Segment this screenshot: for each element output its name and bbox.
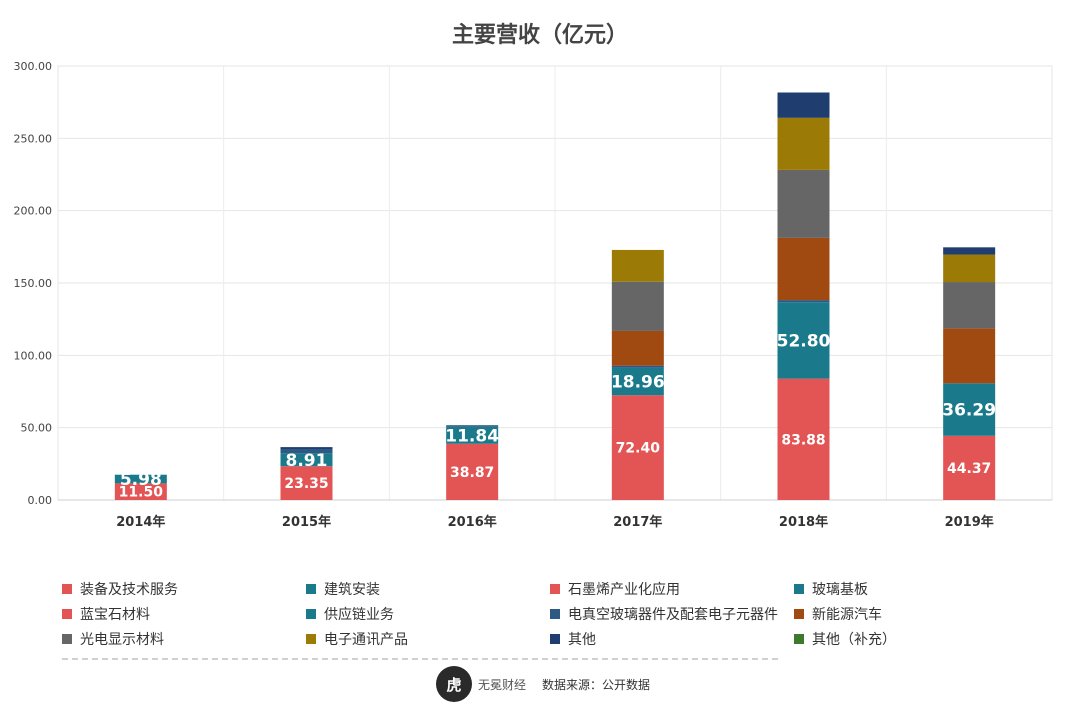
legend-label: 光电显示材料 (80, 632, 164, 648)
legend-item: 其他（补充） (794, 630, 1038, 648)
legend-item: 电子通讯产品 (306, 630, 550, 648)
bar-segment (611, 281, 664, 331)
data-label: 23.35 (284, 476, 328, 492)
legend-item: 装备及技术服务 (62, 580, 306, 598)
legend-label: 其他（补充） (812, 632, 896, 648)
legend-label: 新能源汽车 (812, 607, 882, 623)
bar-segment (943, 254, 996, 283)
y-tick-label: 50.00 (21, 422, 53, 435)
legend-item: 其他 (550, 630, 794, 648)
legend-label: 装备及技术服务 (80, 582, 178, 598)
legend-swatch (550, 584, 560, 594)
brand-name: 无冕财经 (478, 677, 527, 692)
legend-swatch (62, 584, 72, 594)
data-label: 8.91 (286, 451, 328, 471)
legend-item: 建筑安装 (306, 580, 550, 598)
legend-label: 玻璃基板 (812, 582, 868, 598)
legend-swatch (794, 584, 804, 594)
legend-item: 供应链业务 (306, 605, 550, 623)
data-label: 11.50 (119, 485, 164, 501)
bar-segment (114, 474, 167, 484)
bar-segment (777, 117, 830, 170)
bar-segment (446, 443, 499, 500)
y-tick-label: 100.00 (14, 349, 53, 362)
x-tick-label: 2014年 (116, 514, 165, 530)
y-tick-label: 250.00 (14, 132, 53, 145)
legend-swatch (550, 609, 560, 619)
x-tick-label: 2018年 (779, 514, 828, 530)
y-tick-label: 0.00 (28, 494, 53, 507)
legend-label: 供应链业务 (324, 607, 394, 623)
data-label: 72.40 (616, 441, 661, 457)
legend-item: 蓝宝石材料 (62, 605, 306, 623)
legend-item: 玻璃基板 (794, 580, 1038, 598)
x-tick-label: 2017年 (613, 514, 662, 530)
data-label: 38.87 (450, 465, 494, 481)
data-source: 数据来源：公开数据 (542, 677, 651, 692)
data-label: 5.98 (120, 470, 162, 490)
bar-segment (943, 435, 996, 500)
legend-swatch (550, 634, 560, 644)
x-tick-label: 2019年 (945, 514, 994, 530)
bar-segment (943, 282, 996, 329)
bar-segment (611, 330, 664, 366)
bar-segment (280, 466, 333, 500)
bar-segment (777, 237, 830, 301)
bar-segment (777, 169, 830, 238)
y-tick-label: 200.00 (14, 205, 53, 218)
legend-swatch (794, 609, 804, 619)
bar-segment (943, 247, 996, 255)
legend-label: 建筑安装 (324, 582, 380, 598)
divider (62, 658, 778, 660)
bar-segment (446, 425, 499, 427)
data-label: 52.80 (777, 332, 831, 352)
legend-swatch (794, 634, 804, 644)
legend-label: 石墨烯产业化应用 (568, 582, 680, 598)
legend-item: 电真空玻璃器件及配套电子元器件 (550, 605, 794, 623)
bar-segment (280, 453, 333, 467)
data-label: 83.88 (781, 432, 825, 448)
bar-segment (611, 249, 664, 282)
legend-swatch (306, 584, 316, 594)
legend-label: 电真空玻璃器件及配套电子元器件 (568, 607, 778, 623)
bar-segment (611, 395, 664, 500)
bar-segment (943, 328, 996, 384)
bar-segment (777, 300, 830, 303)
chart: 主要营收（亿元） 0.00 50.00 100.00 150.00 200.00 250.0… (14, 22, 1053, 530)
bar-segment (777, 92, 830, 118)
legend-swatch (306, 634, 316, 644)
data-label: 36.29 (942, 401, 996, 421)
bar-segment (446, 426, 499, 444)
legend-label: 其他 (568, 632, 596, 648)
legend-item: 新能源汽车 (794, 605, 1038, 623)
legend-swatch (306, 609, 316, 619)
footer: 虎 无冕财经 数据来源：公开数据 (436, 666, 650, 702)
bar-segment (611, 365, 664, 368)
legend-swatch (62, 634, 72, 644)
chart-title: 主要营收（亿元） (452, 22, 628, 48)
legend-label: 蓝宝石材料 (80, 607, 150, 623)
bar-segment (280, 447, 333, 449)
data-label: 18.96 (611, 373, 665, 393)
data-label: 11.84 (445, 426, 499, 446)
bar-segment (777, 378, 830, 500)
x-tick-label: 2015年 (282, 514, 331, 530)
legend-item: 石墨烯产业化应用 (550, 580, 794, 598)
bar-segment (943, 383, 996, 436)
data-label: 44.37 (947, 461, 991, 477)
bar-segment (611, 367, 664, 396)
legend-label: 电子通讯产品 (324, 632, 408, 648)
x-tick-label: 2016年 (448, 514, 497, 530)
y-tick-label: 150.00 (14, 277, 53, 290)
brand-logo: 虎 (436, 666, 472, 702)
legend-swatch (62, 609, 72, 619)
y-tick-label: 300.00 (14, 60, 53, 73)
bar-segment (114, 483, 167, 500)
legend: 装备及技术服务 建筑安装 石墨烯产业化应用 玻璃基板蓝宝石材料 供应链业务 电真空玻璃器件… (62, 580, 1062, 648)
bar-segment (777, 302, 830, 379)
legend-item: 光电显示材料 (62, 630, 306, 648)
bar-segment (280, 448, 333, 454)
